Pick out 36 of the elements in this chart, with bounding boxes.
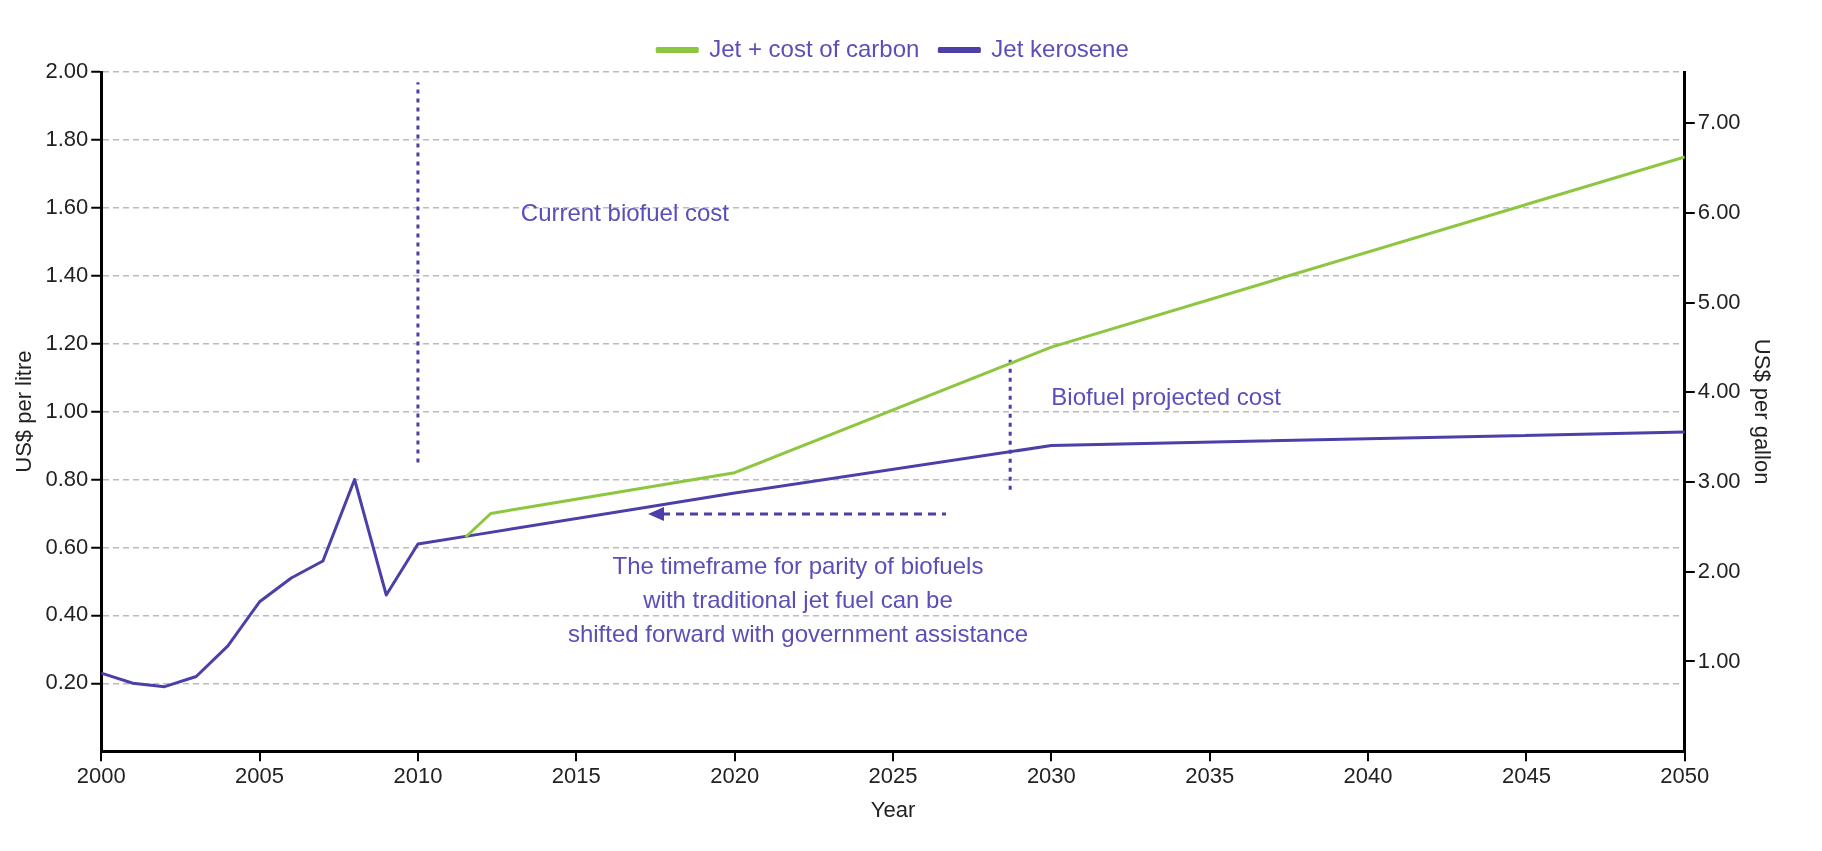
y2-tick-label: 1.00 bbox=[1697, 647, 1741, 673]
y-tick-label: 1.60 bbox=[45, 193, 89, 219]
x-tick-label: 2045 bbox=[1501, 763, 1551, 789]
y-tick-label: 0.80 bbox=[45, 465, 89, 491]
annotation: The timeframe for parity of biofuels with traditional jet fuel can be shifted forward with government assistance bbox=[567, 552, 1029, 648]
x-tick-label: 2015 bbox=[551, 763, 601, 789]
y-tick-label: 2.00 bbox=[45, 58, 89, 84]
x-tick-label: 2050 bbox=[1660, 763, 1710, 789]
y2-tick-label: 4.00 bbox=[1697, 378, 1741, 404]
y-tick-label: 1.80 bbox=[45, 125, 89, 151]
y2-tick-label: 2.00 bbox=[1697, 557, 1741, 583]
y-tick-label: 1.40 bbox=[45, 261, 89, 287]
annotation: Current biofuel cost bbox=[520, 199, 730, 227]
x-tick-label: 2025 bbox=[868, 763, 918, 789]
y-axis-title: US$ per litre bbox=[11, 350, 37, 473]
x-tick-label: 2020 bbox=[710, 763, 760, 789]
y2-tick-label: 7.00 bbox=[1697, 109, 1741, 135]
x-tick-label: 2010 bbox=[393, 763, 443, 789]
x-tick-label: 2030 bbox=[1026, 763, 1076, 789]
x-tick-label: 2040 bbox=[1343, 763, 1393, 789]
y-tick-label: 1.20 bbox=[45, 329, 89, 355]
x-tick-label: 2000 bbox=[76, 763, 126, 789]
x-tick-label: 2005 bbox=[235, 763, 285, 789]
y2-tick-label: 3.00 bbox=[1697, 468, 1741, 494]
y2-tick-label: 5.00 bbox=[1697, 288, 1741, 314]
y2-tick-label: 6.00 bbox=[1697, 198, 1741, 224]
y-tick-label: 1.00 bbox=[45, 397, 89, 423]
y2-axis-title: US$ per gallon bbox=[1749, 338, 1775, 485]
legend-label: Jet kerosene bbox=[991, 34, 1129, 62]
y-tick-label: 0.40 bbox=[45, 601, 89, 627]
legend-label: Jet + cost of carbon bbox=[709, 34, 920, 62]
x-tick-label: 2035 bbox=[1185, 763, 1235, 789]
annotation: Biofuel projected cost bbox=[1051, 382, 1282, 410]
y-tick-label: 0.60 bbox=[45, 533, 89, 559]
x-axis-title: Year bbox=[870, 796, 916, 822]
y-tick-label: 0.20 bbox=[45, 669, 89, 695]
